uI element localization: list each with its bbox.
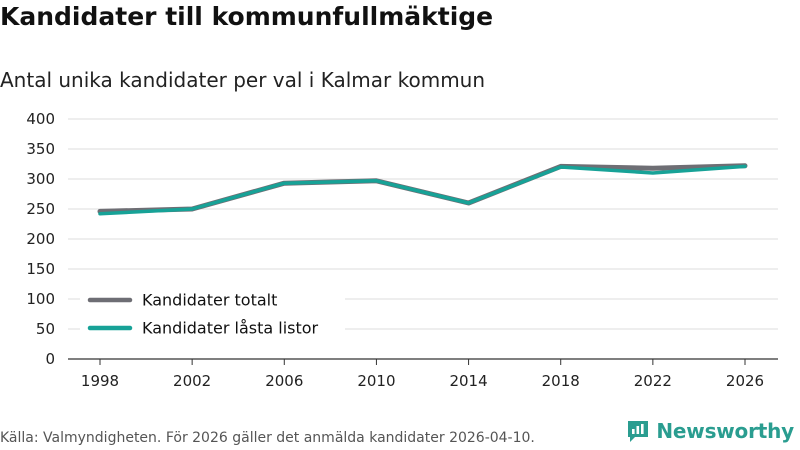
series-line-2 xyxy=(98,164,747,216)
legend: Kandidater totalt Kandidater låsta listor xyxy=(80,284,345,346)
brand-name: Newsworthy xyxy=(656,419,794,443)
x-tick-label: 2002 xyxy=(173,372,211,390)
series-lines xyxy=(97,163,748,216)
legend-label: Kandidater låsta listor xyxy=(142,319,319,338)
brand[interactable]: Newsworthy xyxy=(626,419,794,443)
y-axis-ticks: 0 50 100 150 200 250 300 350 400 xyxy=(26,110,55,368)
y-tick-label: 50 xyxy=(36,320,55,338)
x-tick-label: 2014 xyxy=(449,372,487,390)
x-axis-ticks: 1998 2002 2006 2010 2014 2018 2022 2026 xyxy=(81,359,764,390)
chart-title: Kandidater till kommunfullmäktige xyxy=(0,2,494,31)
source-note: Källa: Valmyndigheten. För 2026 gäller d… xyxy=(0,430,535,446)
x-tick-label: 2026 xyxy=(726,372,764,390)
y-tick-label: 300 xyxy=(26,170,55,188)
legend-label: Kandidater totalt xyxy=(142,291,277,310)
y-tick-label: 100 xyxy=(26,290,55,308)
line-chart: 0 50 100 150 200 250 300 350 400 1998 2002 2006 201… xyxy=(26,110,778,390)
x-tick-label: 2010 xyxy=(357,372,395,390)
x-tick-label: 2022 xyxy=(634,372,672,390)
chart-subtitle: Antal unika kandidater per val i Kalmar … xyxy=(0,68,486,92)
x-tick-label: 2018 xyxy=(542,372,580,390)
y-tick-label: 150 xyxy=(26,260,55,278)
bar-chart-speech-bubble-icon xyxy=(628,421,649,442)
y-tick-label: 0 xyxy=(45,350,55,368)
y-tick-label: 200 xyxy=(26,230,55,248)
y-tick-label: 250 xyxy=(26,200,55,218)
x-tick-label: 2006 xyxy=(265,372,303,390)
y-tick-label: 350 xyxy=(26,140,55,158)
x-tick-label: 1998 xyxy=(81,372,119,390)
y-tick-label: 400 xyxy=(26,110,55,128)
legend-background xyxy=(80,284,345,346)
